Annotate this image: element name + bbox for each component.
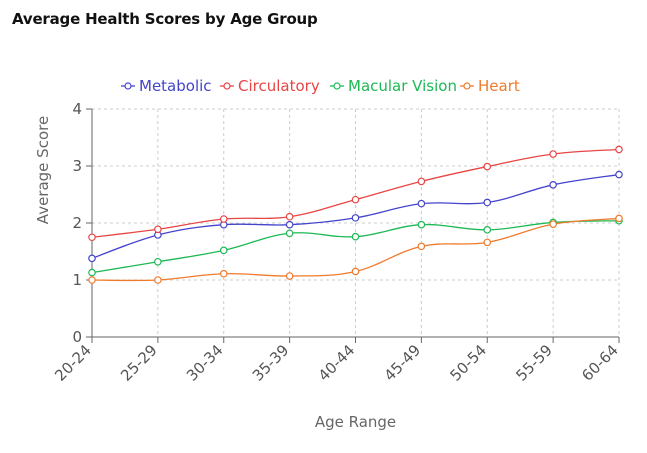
data-point[interactable] <box>219 215 228 223</box>
legend-item-heart[interactable]: Heart <box>460 77 520 95</box>
data-point[interactable] <box>483 238 492 247</box>
y-tick-label: 3 <box>72 157 82 175</box>
x-tick-label: 50-54 <box>447 341 491 385</box>
data-point[interactable] <box>549 150 557 158</box>
x-axis-title: Age Range <box>315 413 396 431</box>
data-point[interactable] <box>549 181 557 189</box>
data-point[interactable] <box>615 145 623 154</box>
x-tick-label: 40-44 <box>315 341 359 385</box>
legend-item-circulatory[interactable]: Circulatory <box>220 77 320 95</box>
legend[interactable]: Metabolic Circulatory Macular Vision Heart <box>121 77 520 95</box>
data-point[interactable] <box>351 214 360 222</box>
data-point[interactable] <box>88 254 96 263</box>
data-point[interactable] <box>417 220 426 229</box>
legend-label: Circulatory <box>238 77 320 95</box>
x-tick-label: 20-24 <box>51 341 95 385</box>
x-tick-label: 35-39 <box>249 341 293 385</box>
legend-label: Heart <box>478 77 520 95</box>
x-tick-label: 30-34 <box>183 341 227 385</box>
x-tick-label: 55-59 <box>512 341 556 385</box>
data-point[interactable] <box>483 226 492 234</box>
legend-swatch-marker <box>333 82 341 90</box>
legend-swatch-marker <box>463 82 471 90</box>
data-point[interactable] <box>615 170 623 179</box>
data-point[interactable] <box>417 199 426 208</box>
data-point[interactable] <box>351 232 360 241</box>
data-point[interactable] <box>219 269 228 278</box>
data-point[interactable] <box>285 220 294 229</box>
data-point[interactable] <box>154 257 162 266</box>
y-tick-label: 1 <box>72 271 82 289</box>
legend-item-macular-vision[interactable]: Macular Vision <box>330 77 457 95</box>
data-point[interactable] <box>88 276 96 284</box>
data-point[interactable] <box>219 246 228 255</box>
legend-label: Macular Vision <box>348 77 457 95</box>
data-point[interactable] <box>483 162 492 171</box>
data-point[interactable] <box>285 212 294 221</box>
data-point[interactable] <box>88 268 96 277</box>
data-point[interactable] <box>351 267 360 276</box>
data-point[interactable] <box>154 225 162 234</box>
page-title: Average Health Scores by Age Group <box>12 10 318 28</box>
legend-swatch-marker <box>223 82 231 90</box>
legend-swatch-marker <box>124 82 132 90</box>
data-point[interactable] <box>285 229 294 238</box>
axes: 0 1 2 3 4 20-24 25-29 30-34 35-39 40-44 45-49 50-54… <box>51 100 622 385</box>
y-tick-label: 4 <box>72 100 82 118</box>
x-tick-label: 25-29 <box>117 341 161 385</box>
data-point[interactable] <box>417 177 426 186</box>
y-tick-label: 0 <box>72 328 82 346</box>
data-point[interactable] <box>351 195 360 204</box>
x-tick-label: 60-64 <box>578 341 622 385</box>
grid-lines <box>92 108 620 337</box>
data-point[interactable] <box>483 198 492 207</box>
legend-item-metabolic[interactable]: Metabolic <box>121 77 212 95</box>
data-point[interactable] <box>417 242 426 251</box>
y-axis-title: Average Score <box>34 116 52 224</box>
data-point[interactable] <box>549 220 557 228</box>
data-point[interactable] <box>285 272 294 280</box>
y-tick-label: 2 <box>72 214 82 232</box>
legend-label: Metabolic <box>139 77 212 95</box>
series-lines <box>88 145 623 284</box>
series-line-macular-vision <box>91 220 620 274</box>
x-tick-label: 45-49 <box>381 341 425 385</box>
data-point[interactable] <box>88 233 96 242</box>
data-point[interactable] <box>154 276 162 284</box>
data-point[interactable] <box>615 214 623 223</box>
